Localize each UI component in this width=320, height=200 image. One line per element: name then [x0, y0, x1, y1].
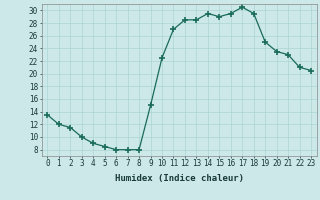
X-axis label: Humidex (Indice chaleur): Humidex (Indice chaleur) — [115, 174, 244, 183]
